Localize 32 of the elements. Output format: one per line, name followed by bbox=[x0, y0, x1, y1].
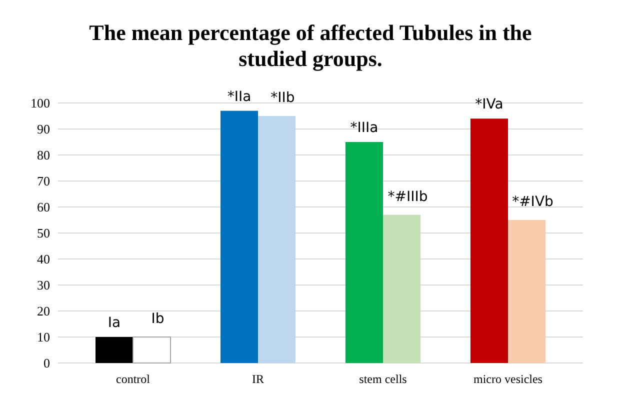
y-tick-label: 70 bbox=[37, 174, 50, 189]
bar bbox=[383, 214, 420, 363]
data-label: *IVa bbox=[475, 96, 504, 113]
x-tick-label: control bbox=[116, 372, 151, 386]
y-tick-label: 30 bbox=[37, 278, 50, 293]
y-tick-label: 90 bbox=[37, 122, 50, 137]
bar bbox=[220, 110, 258, 363]
y-tick-label: 50 bbox=[37, 226, 50, 241]
data-label: *IIb bbox=[270, 90, 295, 106]
data-label: *#IIIb bbox=[388, 188, 428, 205]
data-label: *IIIa bbox=[350, 120, 378, 136]
x-tick-label: IR bbox=[252, 372, 264, 386]
y-tick-label: 20 bbox=[37, 304, 50, 319]
y-tick-label: 60 bbox=[37, 200, 50, 215]
bar bbox=[96, 337, 133, 363]
bar bbox=[258, 116, 296, 363]
data-label: Ia bbox=[108, 315, 121, 331]
data-label: *#IVb bbox=[512, 194, 554, 210]
y-tick-label: 0 bbox=[44, 356, 50, 371]
bar bbox=[132, 336, 171, 364]
x-tick-label: stem cells bbox=[359, 372, 408, 386]
y-tick-label: 80 bbox=[37, 148, 50, 163]
chart-title: The mean percentage of affected Tubules in the studied groups. bbox=[89, 20, 532, 71]
bar bbox=[346, 142, 383, 363]
y-tick-label: 100 bbox=[30, 96, 50, 111]
x-tick-label: micro vesicles bbox=[474, 372, 543, 386]
bar bbox=[508, 220, 546, 363]
data-label: *IIa bbox=[227, 88, 252, 105]
data-label: Ib bbox=[151, 311, 164, 327]
y-tick-label: 40 bbox=[37, 252, 50, 267]
bar bbox=[470, 118, 508, 363]
y-tick-label: 10 bbox=[37, 330, 50, 345]
